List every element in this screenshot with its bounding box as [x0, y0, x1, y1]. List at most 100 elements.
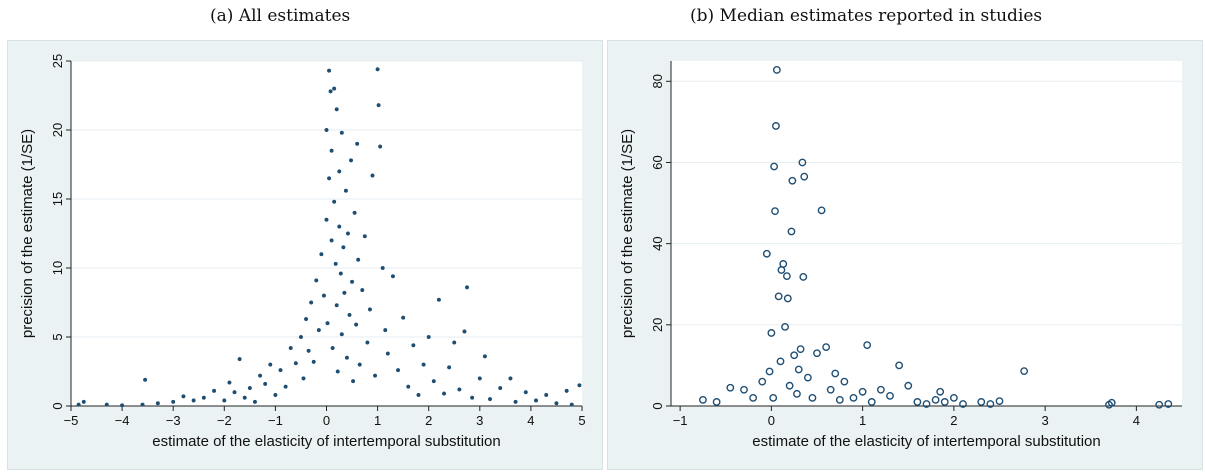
- data-point: [817, 206, 826, 215]
- data-point: [327, 176, 332, 181]
- data-point: [380, 265, 385, 271]
- data-point: [772, 66, 781, 74]
- data-point: [794, 365, 803, 374]
- data-point: [858, 387, 867, 396]
- x-tick-label: 0: [768, 413, 775, 428]
- y-tick-label: 20: [650, 318, 665, 332]
- data-point: [569, 402, 574, 407]
- data-point: [803, 373, 812, 382]
- data-point: [781, 322, 789, 331]
- data-point: [863, 341, 872, 350]
- data-point: [339, 130, 344, 135]
- data-point: [258, 373, 263, 378]
- x-tick-label: 3: [476, 413, 483, 428]
- data-point: [376, 103, 381, 108]
- data-point: [181, 394, 186, 399]
- data-point: [252, 399, 258, 404]
- data-point: [332, 86, 337, 91]
- data-point: [799, 273, 808, 281]
- data-point: [835, 396, 844, 404]
- data-point: [212, 388, 217, 393]
- data-point: [977, 398, 986, 406]
- data-point: [749, 393, 758, 402]
- data-point: [785, 381, 794, 390]
- data-point: [385, 351, 390, 356]
- data-point: [351, 379, 356, 384]
- data-point: [352, 210, 357, 215]
- data-point: [306, 348, 311, 353]
- x-tick-label: 3: [1042, 413, 1049, 428]
- data-point: [513, 399, 518, 404]
- x-tick-label: 1: [374, 413, 381, 428]
- y-tick-label: 20: [50, 123, 65, 137]
- y-tick-label: 0: [50, 402, 65, 409]
- data-point: [769, 393, 778, 402]
- x-tick-label: −1: [268, 413, 283, 428]
- data-point: [304, 317, 309, 322]
- data-point: [995, 397, 1004, 406]
- data-point: [328, 89, 333, 94]
- y-tick-label: 60: [650, 155, 665, 169]
- data-point: [533, 398, 539, 403]
- data-point: [268, 362, 273, 367]
- data-point: [347, 312, 352, 317]
- data-point: [143, 377, 148, 382]
- data-point: [840, 377, 849, 386]
- data-point: [338, 271, 343, 276]
- data-point: [334, 303, 339, 308]
- data-point: [375, 67, 380, 72]
- data-point: [263, 381, 268, 386]
- data-point: [337, 224, 342, 229]
- data-point: [447, 365, 452, 370]
- data-point: [482, 354, 487, 359]
- data-point: [367, 307, 372, 312]
- data-point: [329, 148, 334, 153]
- x-tick-label: 4: [1133, 413, 1140, 428]
- data-point: [931, 396, 940, 404]
- data-point: [788, 176, 797, 185]
- data-point: [564, 388, 569, 393]
- data-point: [1107, 398, 1116, 407]
- data-point: [344, 355, 349, 360]
- data-point: [462, 329, 467, 334]
- data-point: [798, 158, 807, 167]
- data-point: [986, 400, 995, 408]
- data-point: [813, 349, 821, 358]
- data-point: [782, 272, 791, 281]
- data-point: [796, 345, 805, 354]
- data-point: [120, 403, 125, 408]
- data-point: [311, 359, 316, 364]
- data-point: [334, 107, 339, 112]
- data-point: [783, 294, 792, 303]
- y-tick-label: 5: [50, 333, 65, 340]
- data-point: [104, 402, 109, 407]
- data-point: [171, 399, 176, 404]
- data-point: [330, 345, 335, 351]
- data-point: [867, 398, 876, 406]
- data-point: [776, 357, 785, 366]
- data-point: [940, 398, 949, 406]
- x-tick-label: 0: [323, 413, 330, 428]
- scatter-chart-a: 0 5 10 15 20 25 −5 −4 −3 −2 −1 0 1 2 3 4 5 estimate of th…: [19, 54, 586, 450]
- data-point: [886, 391, 894, 400]
- data-point: [849, 393, 858, 402]
- data-point: [247, 386, 252, 391]
- data-point: [293, 361, 298, 366]
- data-point: [1155, 400, 1164, 409]
- data-point: [936, 387, 945, 396]
- data-point: [324, 217, 329, 222]
- data-point: [354, 322, 359, 327]
- data-point: [441, 391, 447, 396]
- data-point: [335, 369, 340, 374]
- data-point: [426, 334, 431, 340]
- data-point: [726, 383, 735, 392]
- data-point: [140, 402, 145, 407]
- data-point: [201, 395, 206, 400]
- data-point: [288, 345, 293, 351]
- y-axis-title: precision of the estimate (1/SE): [19, 129, 36, 338]
- x-tick-label: 5: [578, 413, 585, 428]
- data-point: [436, 297, 441, 302]
- data-point: [523, 390, 528, 395]
- data-point: [227, 380, 232, 385]
